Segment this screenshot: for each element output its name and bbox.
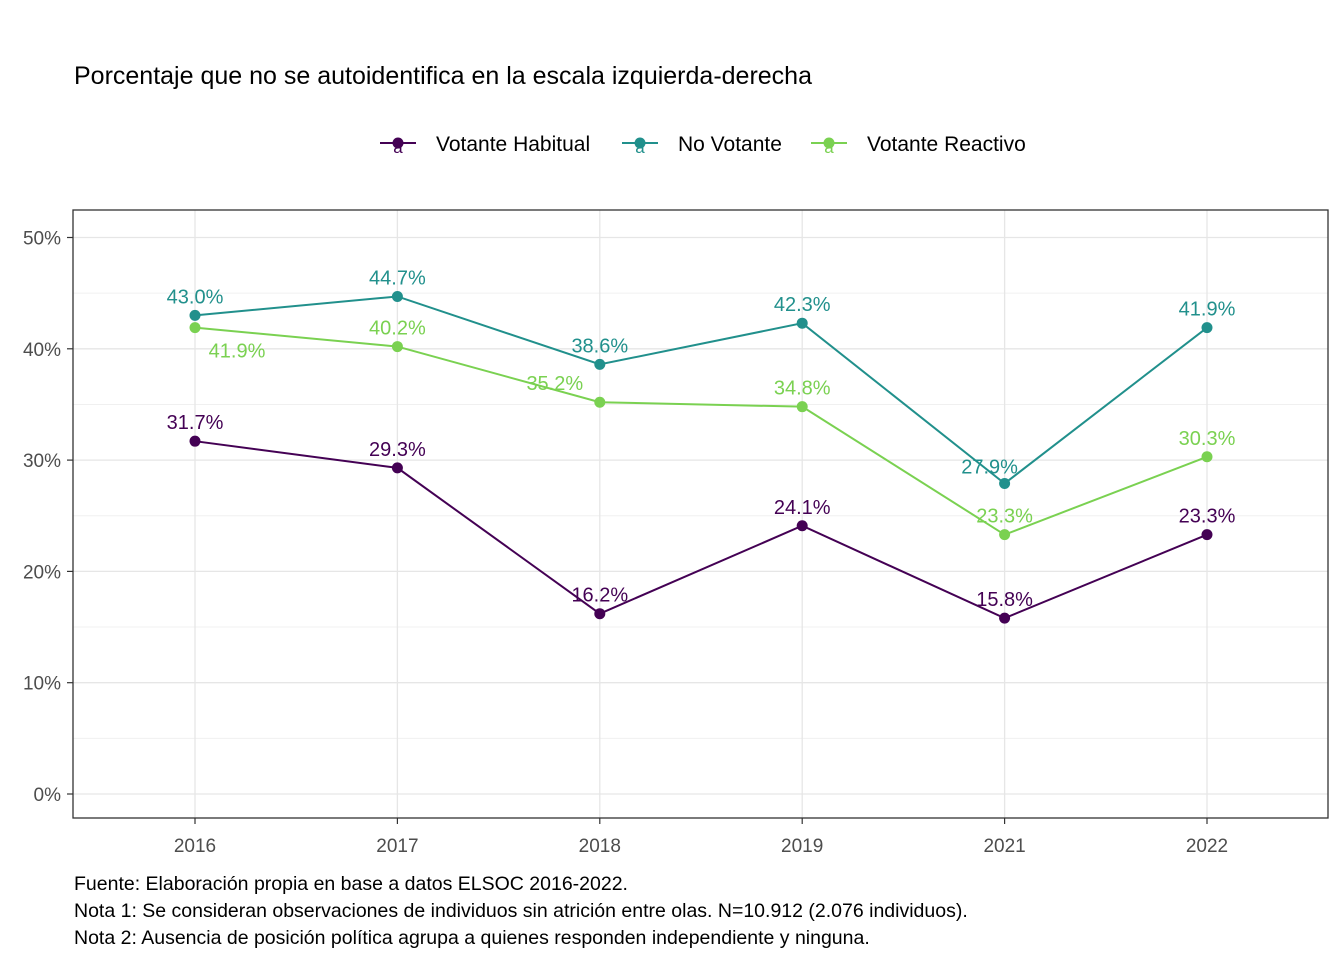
data-label: 42.3% bbox=[774, 294, 831, 316]
legend-key-point bbox=[392, 137, 404, 149]
caption-line: Nota 2: Ausencia de posición política ag… bbox=[74, 927, 870, 949]
data-label: 35.2% bbox=[526, 373, 583, 395]
legend-item-2: a Votante Reactivo bbox=[811, 133, 1026, 157]
data-label: 31.7% bbox=[167, 412, 224, 434]
data-point bbox=[999, 477, 1011, 489]
data-label: 34.8% bbox=[774, 378, 831, 400]
data-point bbox=[796, 520, 808, 532]
data-point bbox=[189, 435, 201, 447]
legend-key-point bbox=[823, 137, 835, 149]
data-labels: 31.7% 29.3% 16.2% 24.1% 15.8% 23.3% 43.0% 44.7%… bbox=[167, 267, 1236, 611]
data-label: 41.9% bbox=[209, 341, 266, 363]
data-point bbox=[999, 612, 1011, 624]
data-point bbox=[1201, 451, 1213, 463]
data-label: 16.2% bbox=[571, 585, 628, 607]
data-point bbox=[594, 608, 606, 620]
legend-key-glyph: a bbox=[635, 138, 645, 157]
panel-border bbox=[72, 209, 1329, 819]
legend-label: Votante Habitual bbox=[436, 133, 590, 156]
data-point bbox=[594, 358, 606, 370]
legend-label: No Votante bbox=[678, 133, 782, 156]
data-label: 38.6% bbox=[571, 335, 628, 357]
data-point bbox=[391, 462, 403, 474]
x-tick-label: 2021 bbox=[983, 836, 1025, 857]
x-tick-label: 2017 bbox=[376, 836, 418, 857]
x-tick-label: 2019 bbox=[781, 836, 823, 857]
data-point bbox=[796, 401, 808, 413]
data-label: 23.3% bbox=[976, 506, 1033, 528]
series-line-2 bbox=[194, 326, 1208, 536]
data-point bbox=[189, 322, 201, 334]
legend-key-point bbox=[634, 137, 646, 149]
axes: 0% 10% 20% 30% 40% 50% 2016 2017 2018 2019 2021 202… bbox=[23, 209, 1329, 857]
legend-item-0: a Votante Habitual bbox=[380, 133, 590, 157]
y-tick-label: 50% bbox=[23, 229, 61, 250]
series-layer bbox=[189, 290, 1213, 624]
x-tick-label: 2016 bbox=[174, 836, 216, 857]
data-point bbox=[1201, 529, 1213, 541]
data-label: 40.2% bbox=[369, 318, 426, 340]
data-label: 43.0% bbox=[167, 286, 224, 308]
data-point bbox=[189, 309, 201, 321]
data-point bbox=[391, 290, 403, 302]
series-line-0 bbox=[194, 440, 1208, 620]
series-line-1 bbox=[194, 295, 1208, 485]
data-point bbox=[796, 317, 808, 329]
legend-key-glyph: a bbox=[824, 138, 834, 157]
data-label: 24.1% bbox=[774, 497, 831, 519]
data-label: 29.3% bbox=[369, 439, 426, 461]
legend: a Votante Habitual a No Votante a Votante Rea… bbox=[380, 133, 1026, 157]
legend-key-glyph: a bbox=[393, 138, 403, 157]
y-tick-label: 0% bbox=[34, 785, 62, 806]
data-point bbox=[1201, 322, 1213, 334]
chart-title: Porcentaje que no se autoidentifica en l… bbox=[74, 62, 812, 90]
data-point bbox=[999, 529, 1011, 541]
data-label: 27.9% bbox=[961, 456, 1018, 478]
x-tick-label: 2018 bbox=[579, 836, 621, 857]
y-tick-label: 30% bbox=[23, 451, 61, 472]
caption-line: Fuente: Elaboración propia en base a dat… bbox=[74, 873, 628, 895]
x-tick-label: 2022 bbox=[1186, 836, 1228, 857]
caption-line: Nota 1: Se consideran observaciones de i… bbox=[74, 900, 968, 922]
data-label: 15.8% bbox=[976, 589, 1033, 611]
y-tick-label: 10% bbox=[23, 674, 61, 695]
legend-label: Votante Reactivo bbox=[867, 133, 1026, 156]
data-label: 44.7% bbox=[369, 267, 426, 289]
data-point bbox=[391, 341, 403, 353]
data-point bbox=[594, 396, 606, 408]
caption: Fuente: Elaboración propia en base a dat… bbox=[74, 873, 968, 949]
data-label: 30.3% bbox=[1179, 428, 1236, 450]
grid bbox=[73, 210, 1328, 818]
y-tick-label: 40% bbox=[23, 340, 61, 361]
data-label: 41.9% bbox=[1179, 299, 1236, 321]
legend-item-1: a No Votante bbox=[622, 133, 782, 157]
data-label: 23.3% bbox=[1179, 506, 1236, 528]
y-tick-label: 20% bbox=[23, 562, 61, 583]
